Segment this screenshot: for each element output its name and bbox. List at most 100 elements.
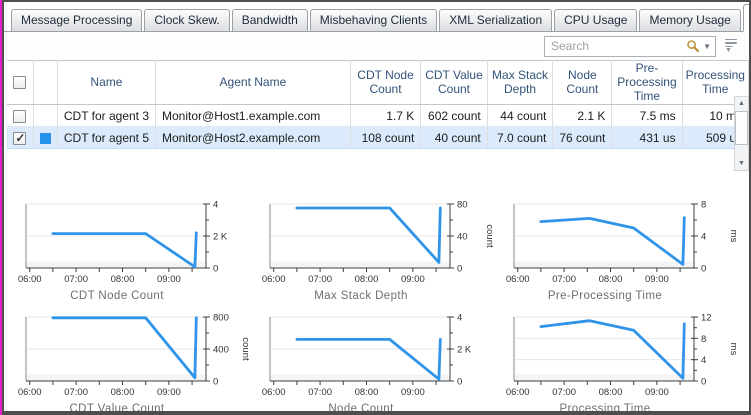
svg-text:0: 0: [213, 377, 218, 388]
cell-cdt-node-count: 1.7 K: [350, 104, 422, 128]
chart-plot: 0 2 K 4 06:00 07:00 08:00 09:00: [18, 200, 228, 286]
svg-text:08:00: 08:00: [111, 387, 135, 398]
chart-processing-time: 0 4 8 12 06:00 07:00 08:00 09:00 ms Processing T…: [498, 307, 742, 415]
column-header-node-count[interactable]: Node Count: [552, 59, 613, 106]
tab-cpu-usage[interactable]: CPU Usage: [554, 9, 638, 31]
table-row[interactable]: CDT for agent 5 Monitor@Host2.example.co…: [7, 126, 749, 150]
tab-cdt-submission[interactable]: CDT Submission: [742, 4, 749, 32]
svg-text:08:00: 08:00: [599, 274, 623, 285]
svg-text:400: 400: [213, 345, 229, 356]
tab-memory-usage[interactable]: Memory Usage: [639, 9, 741, 31]
cell-agent-name: Monitor@Host1.example.com: [155, 104, 351, 128]
column-chooser-icon[interactable]: ▼: [725, 38, 741, 54]
svg-text:count: count: [240, 338, 251, 362]
svg-text:4: 4: [701, 232, 706, 243]
tab-misbehaving-clients[interactable]: Misbehaving Clients: [309, 9, 438, 31]
svg-text:09:00: 09:00: [645, 387, 669, 398]
chart-plot: 0 2 K 4 06:00 07:00 08:00 09:00: [262, 313, 472, 399]
svg-text:06:00: 06:00: [506, 387, 530, 398]
cell-name: CDT for agent 5: [57, 126, 157, 150]
cell-cdt-node-count: 108 count: [350, 126, 422, 150]
chart-cdt-node-count: 0 2 K 4 06:00 07:00 08:00 09:00 CDT Node Count: [10, 194, 254, 303]
table-header-row: Name Agent Name CDT Node Count CDT Value…: [7, 59, 749, 106]
search-input[interactable]: [551, 39, 687, 53]
cell-processing-time: 509 us: [682, 126, 749, 150]
chart-plot: 0 400 800 06:00 07:00 08:00 09:00 count: [18, 313, 251, 399]
svg-text:2 K: 2 K: [457, 345, 472, 356]
row-checkbox[interactable]: [13, 131, 27, 146]
row-checkbox[interactable]: [13, 110, 27, 124]
svg-text:80: 80: [457, 200, 468, 211]
svg-text:09:00: 09:00: [645, 274, 669, 285]
chart-cdt-value-count: 0 400 800 06:00 07:00 08:00 09:00 count CDT Val…: [10, 307, 254, 415]
charts-grid: 0 2 K 4 06:00 07:00 08:00 09:00 CDT Node Count…: [4, 194, 749, 415]
cell-pre-processing-time: 7.5 ms: [611, 104, 683, 128]
svg-text:ms: ms: [728, 343, 739, 356]
chart-title: Max Stack Depth: [314, 290, 408, 303]
scroll-down-arrow-icon[interactable]: ▼: [735, 157, 748, 170]
search-icon[interactable]: [686, 39, 700, 53]
svg-text:07:00: 07:00: [64, 274, 88, 285]
cell-pre-processing-time: 431 us: [611, 126, 683, 150]
chart-node-count: 0 2 K 4 06:00 07:00 08:00 09:00 Node Count: [254, 307, 498, 415]
svg-text:09:00: 09:00: [157, 387, 181, 398]
tab-bar: Message Processing Clock Skew. Bandwidth…: [4, 2, 749, 32]
chart-title: Processing Time: [559, 403, 651, 415]
cell-cdt-value-count: 40 count: [420, 126, 488, 150]
svg-text:2 K: 2 K: [213, 232, 228, 243]
column-header-cdt-node-count[interactable]: CDT Node Count: [350, 59, 422, 106]
scrollbar-track[interactable]: [735, 110, 748, 157]
svg-text:06:00: 06:00: [18, 387, 42, 398]
column-header-agent-name[interactable]: Agent Name: [155, 59, 351, 106]
cdt-table: Name Agent Name CDT Node Count CDT Value…: [7, 59, 749, 171]
table-row[interactable]: CDT for agent 3 Monitor@Host1.example.co…: [7, 104, 749, 128]
cell-cdt-value-count: 602 count: [420, 104, 488, 128]
chart-title: Node Count: [328, 403, 394, 415]
svg-text:07:00: 07:00: [552, 387, 576, 398]
column-header-pre-processing-time[interactable]: Pre-Processing Time: [611, 59, 683, 106]
svg-text:07:00: 07:00: [64, 387, 88, 398]
chart-pre-processing-time: 0 4 8 06:00 07:00 08:00 09:00 ms Pre-Processing…: [498, 194, 742, 303]
svg-text:4: 4: [701, 356, 706, 367]
svg-text:07:00: 07:00: [552, 274, 576, 285]
column-header-cdt-value-count[interactable]: CDT Value Count: [420, 59, 488, 106]
svg-text:0: 0: [457, 264, 462, 275]
svg-text:08:00: 08:00: [111, 274, 135, 285]
svg-text:09:00: 09:00: [401, 274, 425, 285]
search-options-caret-icon[interactable]: ▼: [703, 41, 711, 51]
svg-text:0: 0: [213, 264, 218, 275]
scroll-up-arrow-icon[interactable]: ▲: [735, 97, 748, 110]
chart-max-stack-depth: 0 40 80 06:00 07:00 08:00 09:00 count Max Stack…: [254, 194, 498, 303]
cell-agent-name: Monitor@Host2.example.com: [155, 126, 351, 150]
svg-text:06:00: 06:00: [262, 274, 286, 285]
chart-title: CDT Value Count: [69, 403, 165, 415]
tab-clock-skew[interactable]: Clock Skew.: [144, 9, 230, 31]
svg-text:40: 40: [457, 232, 468, 243]
column-header-name[interactable]: Name: [57, 59, 157, 106]
svg-text:800: 800: [213, 313, 229, 324]
chart-title: CDT Node Count: [70, 290, 164, 303]
tab-message-processing[interactable]: Message Processing: [11, 9, 143, 31]
svg-text:0: 0: [457, 377, 462, 388]
toolbar: ▼ ▼: [4, 32, 749, 60]
svg-text:8: 8: [701, 200, 706, 211]
svg-text:0: 0: [701, 377, 706, 388]
tab-bandwidth[interactable]: Bandwidth: [231, 9, 308, 31]
tab-xml-serialization[interactable]: XML Serialization: [439, 9, 553, 31]
svg-text:4: 4: [457, 313, 462, 324]
cell-node-count: 76 count: [552, 126, 613, 150]
chart-plot: 0 4 8 06:00 07:00 08:00 09:00 ms: [506, 200, 739, 286]
select-all-checkbox[interactable]: [13, 76, 27, 90]
table-vertical-scrollbar[interactable]: ▲ ▼: [734, 96, 749, 171]
svg-text:06:00: 06:00: [506, 274, 530, 285]
scrollbar-thumb[interactable]: [735, 111, 748, 145]
svg-text:06:00: 06:00: [262, 387, 286, 398]
cell-max-stack-depth: 44 count: [487, 104, 554, 128]
svg-text:08:00: 08:00: [355, 274, 379, 285]
column-header-max-stack-depth[interactable]: Max Stack Depth: [487, 59, 554, 106]
svg-text:ms: ms: [728, 230, 739, 243]
search-box[interactable]: ▼: [544, 35, 716, 57]
series-color-swatch: [39, 133, 51, 145]
